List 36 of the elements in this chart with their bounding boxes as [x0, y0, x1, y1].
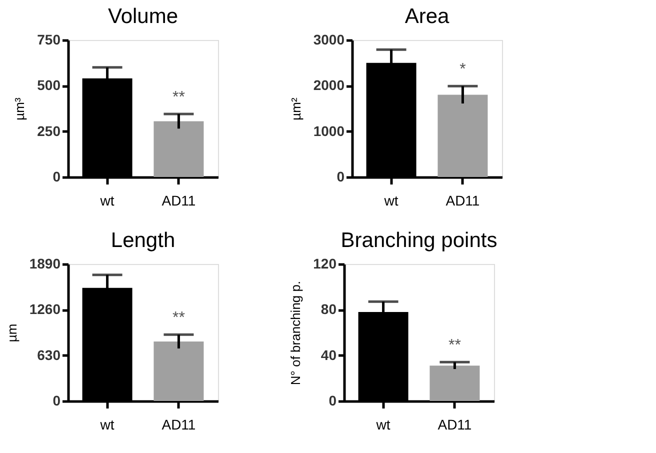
x-tick-label: AD11: [438, 416, 472, 432]
chart-title: Area: [404, 5, 450, 28]
y-tick-label: 630: [37, 346, 61, 363]
annotation: *: [460, 61, 466, 78]
x-tick-label: wt: [375, 416, 390, 432]
x-tick-label: wt: [383, 192, 398, 208]
y-tick-label: 80: [320, 301, 337, 318]
x-tick-label: AD11: [162, 416, 196, 432]
y-tick-label: 0: [336, 168, 345, 184]
x-tick-label: AD11: [162, 192, 196, 208]
y-tick-label: 750: [37, 32, 61, 48]
y-tick-label: 1260: [29, 301, 61, 318]
y-tick-label: 500: [37, 77, 61, 94]
y-axis-title: N° of branching p.: [288, 280, 304, 386]
y-axis-title: µm: [4, 324, 20, 342]
y-tick-label: 1890: [29, 256, 61, 272]
annotation: **: [448, 337, 461, 354]
y-tick-label: 1000: [313, 122, 345, 139]
y-tick-label: 0: [52, 168, 61, 184]
x-tick-label: wt: [99, 192, 114, 208]
y-tick-label: 250: [37, 122, 61, 139]
y-tick-label: 40: [320, 346, 337, 363]
chart-title: Length: [110, 229, 176, 252]
chart-title: Volume: [108, 5, 178, 28]
x-tick-label: wt: [99, 416, 114, 432]
y-axis-title: µm²: [288, 97, 304, 120]
y-tick-label: 0: [52, 392, 61, 408]
y-tick-label: 3000: [313, 32, 345, 48]
x-tick-label: AD11: [446, 192, 480, 208]
chart-title: Branching points: [340, 229, 498, 252]
annotation: **: [172, 88, 185, 106]
y-tick-label: 120: [313, 256, 337, 272]
y-tick-label: 0: [328, 392, 337, 408]
y-axis-title: µm³: [12, 97, 28, 120]
y-tick-label: 2000: [313, 77, 345, 94]
annotation: **: [172, 310, 185, 327]
